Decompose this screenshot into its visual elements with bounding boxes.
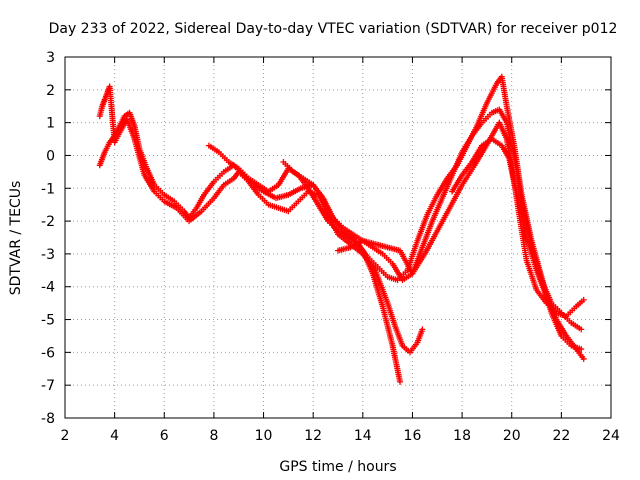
x-tick-label: 12 (304, 428, 322, 444)
y-tick-label: -8 (41, 411, 55, 427)
data-point (580, 296, 587, 303)
satellite-trace-5 (335, 119, 587, 320)
x-tick-label: 14 (354, 428, 372, 444)
y-tick-label: -3 (41, 247, 55, 263)
x-axis-label: GPS time / hours (279, 459, 396, 475)
plot-border (64, 56, 612, 419)
data-point (580, 355, 587, 362)
y-tick-label: -1 (41, 181, 55, 197)
data-point (397, 378, 404, 385)
data-point (578, 326, 585, 333)
x-tick-label: 18 (453, 428, 471, 444)
axis-ticks (64, 56, 612, 419)
satellite-trace-2 (96, 83, 426, 356)
x-tick-label: 6 (160, 428, 169, 444)
data-point (419, 326, 426, 333)
data-points (96, 73, 587, 385)
x-tick-label: 2 (61, 428, 70, 444)
x-tick-label: 20 (503, 428, 521, 444)
y-tick-label: -7 (41, 378, 55, 394)
x-tick-label: 16 (404, 428, 422, 444)
y-tick-label: -6 (41, 345, 55, 361)
x-tick-label: 10 (255, 428, 273, 444)
y-tick-label: 1 (46, 116, 55, 132)
satellite-trace-6 (449, 136, 587, 362)
y-tick-label: -5 (41, 313, 55, 329)
x-tick-label: 4 (110, 428, 119, 444)
x-tick-label: 22 (552, 428, 570, 444)
y-tick-label: -4 (41, 280, 55, 296)
x-tick-label: 8 (209, 428, 218, 444)
y-tick-label: -2 (41, 214, 55, 230)
chart-title: Day 233 of 2022, Sidereal Day-to-day VTE… (49, 21, 618, 37)
y-tick-label: 0 (46, 148, 55, 164)
y-tick-label: 3 (46, 50, 55, 66)
x-tick-label: 24 (602, 428, 620, 444)
satellite-trace-3 (205, 73, 585, 353)
y-axis-label: SDTVAR / TECUs (8, 181, 24, 296)
y-tick-label: 2 (46, 83, 55, 99)
